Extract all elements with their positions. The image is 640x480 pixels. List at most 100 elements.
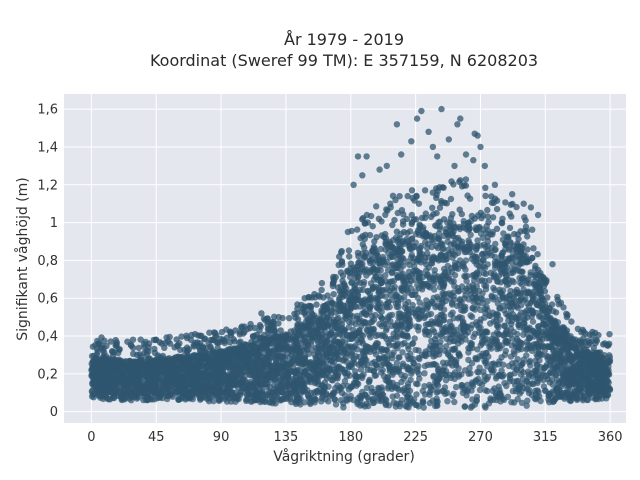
- data-point: [462, 225, 470, 232]
- data-point: [525, 341, 532, 349]
- data-point: [416, 276, 423, 284]
- data-point: [348, 278, 356, 286]
- data-point: [510, 278, 517, 286]
- data-point: [503, 382, 510, 390]
- data-point: [498, 354, 505, 361]
- data-point: [527, 269, 534, 276]
- data-point: [182, 364, 190, 371]
- data-point: [282, 368, 289, 376]
- data-point: [531, 367, 538, 374]
- data-point: [490, 270, 498, 278]
- data-point: [382, 272, 389, 279]
- data-point: [567, 357, 574, 365]
- data-point: [337, 331, 344, 338]
- data-point: [471, 277, 478, 284]
- data-point: [545, 392, 552, 400]
- data-point: [415, 362, 422, 370]
- data-point: [414, 282, 421, 289]
- data-point: [465, 356, 472, 364]
- data-point: [606, 352, 613, 359]
- data-point: [363, 361, 371, 368]
- data-point: [399, 287, 407, 294]
- data-point: [386, 287, 393, 294]
- data-point: [358, 357, 365, 365]
- data-point: [364, 288, 372, 295]
- data-point: [561, 342, 569, 349]
- data-point: [455, 288, 462, 295]
- data-point: [321, 302, 328, 310]
- data-point: [337, 385, 344, 392]
- data-point: [474, 293, 481, 301]
- data-point: [437, 338, 444, 345]
- data-point: [303, 346, 311, 354]
- data-point: [516, 268, 524, 275]
- data-point: [330, 391, 337, 398]
- data-point: [406, 387, 414, 394]
- data-point: [404, 352, 411, 360]
- data-point: [346, 395, 354, 403]
- data-point: [559, 352, 566, 359]
- data-point: [519, 275, 526, 282]
- data-point: [271, 355, 279, 362]
- data-point: [222, 355, 229, 363]
- data-point: [534, 387, 541, 394]
- data-point: [492, 336, 499, 343]
- data-point: [462, 331, 469, 338]
- data-point: [482, 358, 490, 365]
- data-point: [393, 271, 401, 279]
- data-point: [388, 278, 395, 285]
- data-point: [490, 331, 497, 338]
- data-point: [482, 309, 489, 317]
- data-point: [264, 375, 271, 383]
- data-point: [436, 374, 444, 381]
- data-point: [452, 358, 459, 366]
- data-point: [325, 383, 332, 390]
- data-point: [431, 336, 439, 343]
- data-point: [518, 399, 526, 406]
- data-point: [534, 301, 542, 309]
- data-point: [517, 362, 525, 369]
- data-point: [400, 262, 407, 269]
- data-point: [363, 272, 370, 279]
- data-point: [226, 379, 233, 386]
- data-point: [434, 398, 441, 405]
- data-point: [410, 355, 417, 363]
- data-point: [474, 237, 481, 244]
- data-point: [290, 375, 297, 383]
- data-point: [478, 277, 486, 284]
- data-point: [564, 336, 572, 343]
- data-point: [418, 312, 425, 319]
- data-point: [422, 321, 430, 328]
- data-point: [434, 275, 441, 283]
- data-point: [553, 366, 561, 373]
- data-point: [482, 270, 490, 277]
- data-point: [501, 322, 509, 330]
- data-point: [595, 366, 602, 374]
- data-point: [286, 361, 293, 368]
- data-point: [301, 388, 308, 395]
- data-point: [229, 395, 236, 402]
- data-point: [392, 342, 400, 350]
- data-point: [430, 372, 437, 380]
- data-point: [311, 389, 318, 396]
- data-point: [489, 387, 496, 394]
- data-point: [481, 336, 488, 343]
- data-point: [489, 369, 496, 376]
- data-point: [526, 357, 534, 365]
- data-point: [452, 259, 459, 267]
- data-point: [495, 393, 503, 400]
- data-point: [523, 402, 530, 409]
- data-point: [467, 370, 474, 377]
- data-point: [416, 299, 423, 306]
- data-point: [308, 337, 316, 344]
- data-point: [447, 291, 455, 298]
- data-point: [520, 286, 527, 293]
- data-point: [494, 278, 501, 285]
- data-point: [484, 329, 491, 336]
- data-point: [515, 297, 523, 305]
- data-point: [395, 314, 402, 321]
- data-point: [320, 360, 327, 367]
- data-point: [398, 323, 405, 330]
- data-point: [422, 352, 429, 360]
- data-point: [125, 373, 132, 381]
